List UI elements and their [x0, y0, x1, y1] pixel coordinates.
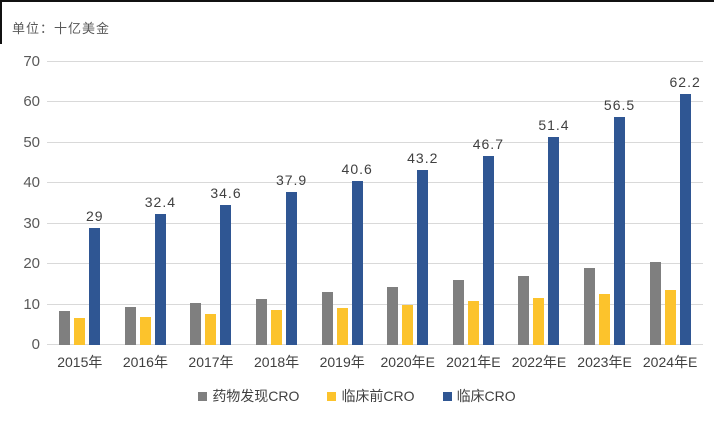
gridline — [47, 344, 703, 345]
bar-药物发现CRO — [256, 298, 268, 345]
x-tick-label: 2018年 — [254, 354, 300, 370]
legend-item: 药物发现CRO — [198, 386, 299, 406]
bar-药物发现CRO — [124, 306, 136, 345]
bar-group: 37.9 — [244, 62, 310, 345]
bar-药物发现CRO — [649, 262, 661, 345]
gridline — [47, 61, 703, 62]
bar-group: 43.2 — [375, 62, 441, 345]
bar-药物发现CRO — [321, 292, 333, 345]
legend-swatch — [327, 391, 337, 401]
x-tick-label: 2016年 — [122, 354, 168, 370]
bar-临床前CRO — [402, 304, 414, 345]
bar-group: 51.4 — [506, 62, 572, 345]
bar-value-label: 29 — [86, 207, 104, 224]
bar-药物发现CRO — [452, 280, 464, 345]
x-tick-label: 2022年E — [511, 354, 567, 370]
bar-临床前CRO — [205, 313, 217, 345]
gridline — [47, 141, 703, 143]
gridline — [47, 263, 703, 265]
legend-item: 临床CRO — [442, 386, 516, 406]
gridline — [47, 303, 703, 305]
bar-临床CRO: 51.4 — [538, 117, 569, 345]
x-tick-label: 2024年E — [642, 354, 698, 370]
bar-group: 56.5 — [572, 62, 638, 345]
bar-临床CRO: 43.2 — [407, 150, 437, 345]
unit-label: 单位：十亿美金 — [12, 21, 111, 36]
y-tick-label: 60 — [23, 93, 40, 111]
bar-value-label: 62.2 — [669, 73, 701, 90]
plot-area: 29 32.4 34.6 37.9 40.6 43.2 46.7 51.4 56.5 62.2 — [47, 61, 703, 345]
bar-value-label: 34.6 — [210, 185, 242, 202]
bar-value-label: 51.4 — [538, 117, 570, 134]
legend-label: 药物发现CRO — [212, 388, 300, 404]
bar-value-label: 46.7 — [472, 136, 504, 153]
bar-value-label: 43.2 — [407, 150, 439, 167]
bar-group: 46.7 — [441, 62, 507, 345]
x-tick-label: 2021年E — [446, 354, 501, 370]
bar-药物发现CRO — [584, 268, 596, 345]
y-tick-label: 50 — [23, 133, 40, 151]
y-tick-label: 40 — [23, 174, 40, 192]
bar-临床CRO: 62.2 — [670, 74, 700, 345]
bar-groups: 29 32.4 34.6 37.9 40.6 43.2 46.7 51.4 56.5 62.2 — [47, 62, 703, 345]
bar-药物发现CRO — [59, 310, 71, 345]
y-tick-label: 30 — [23, 214, 40, 232]
y-axis: 0 10 20 30 40 50 60 70 — [0, 53, 40, 353]
x-tick-label: 2017年 — [188, 354, 234, 370]
bar-临床前CRO — [533, 297, 545, 345]
bar-临床CRO: 56.5 — [604, 97, 634, 345]
bar-临床CRO: 40.6 — [342, 161, 372, 345]
bar-group: 32.4 — [113, 62, 179, 345]
bar-临床前CRO — [467, 301, 479, 345]
bar-临床前CRO — [139, 316, 151, 345]
bar-group: 29 — [47, 62, 113, 345]
x-tick-label: 2015年 — [57, 354, 103, 370]
y-tick-label: 10 — [23, 295, 40, 313]
x-axis: 2015年 2016年 2017年 2018年 2019年 2020年E 2021年E 202… — [47, 352, 703, 372]
bar-临床前CRO — [336, 307, 348, 345]
gridline — [47, 182, 703, 184]
legend-swatch — [198, 391, 208, 401]
y-tick-label: 20 — [23, 255, 40, 273]
bar-value-label: 40.6 — [341, 160, 373, 177]
x-tick-label: 2023年E — [577, 354, 632, 370]
bar-药物发现CRO — [518, 275, 530, 345]
bar-临床CRO: 46.7 — [473, 136, 503, 345]
bar-group: 62.2 — [637, 62, 703, 345]
x-tick-label: 2020年E — [380, 354, 435, 370]
bar-临床前CRO — [664, 290, 676, 345]
legend-swatch — [442, 391, 452, 401]
x-tick-label: 2019年 — [319, 354, 365, 370]
bar-value-label: 32.4 — [144, 194, 177, 210]
bar-临床CRO: 29 — [86, 208, 103, 345]
legend-label: 临床CRO — [456, 388, 516, 404]
bar-value-label: 56.5 — [603, 96, 636, 113]
legend: 药物发现CRO 临床前CRO 临床CRO — [0, 386, 714, 406]
y-tick-label: 0 — [31, 336, 40, 353]
gridline — [47, 101, 703, 103]
frame-left-border — [0, 2, 2, 44]
bar-临床CRO: 34.6 — [210, 185, 241, 345]
bar-value-label: 37.9 — [275, 171, 308, 188]
bar-group: 40.6 — [309, 62, 375, 345]
bar-临床CRO: 32.4 — [145, 194, 175, 345]
legend-item: 临床前CRO — [327, 386, 415, 406]
bar-临床CRO: 37.9 — [276, 172, 306, 345]
bar-临床前CRO — [74, 317, 86, 345]
bar-药物发现CRO — [190, 303, 202, 345]
gridline — [47, 222, 703, 224]
y-tick-label: 70 — [23, 53, 40, 70]
bar-临床前CRO — [599, 294, 611, 345]
bar-药物发现CRO — [387, 286, 399, 345]
bar-group: 34.6 — [178, 62, 244, 345]
bar-临床前CRO — [271, 310, 283, 345]
legend-label: 临床前CRO — [341, 388, 415, 404]
